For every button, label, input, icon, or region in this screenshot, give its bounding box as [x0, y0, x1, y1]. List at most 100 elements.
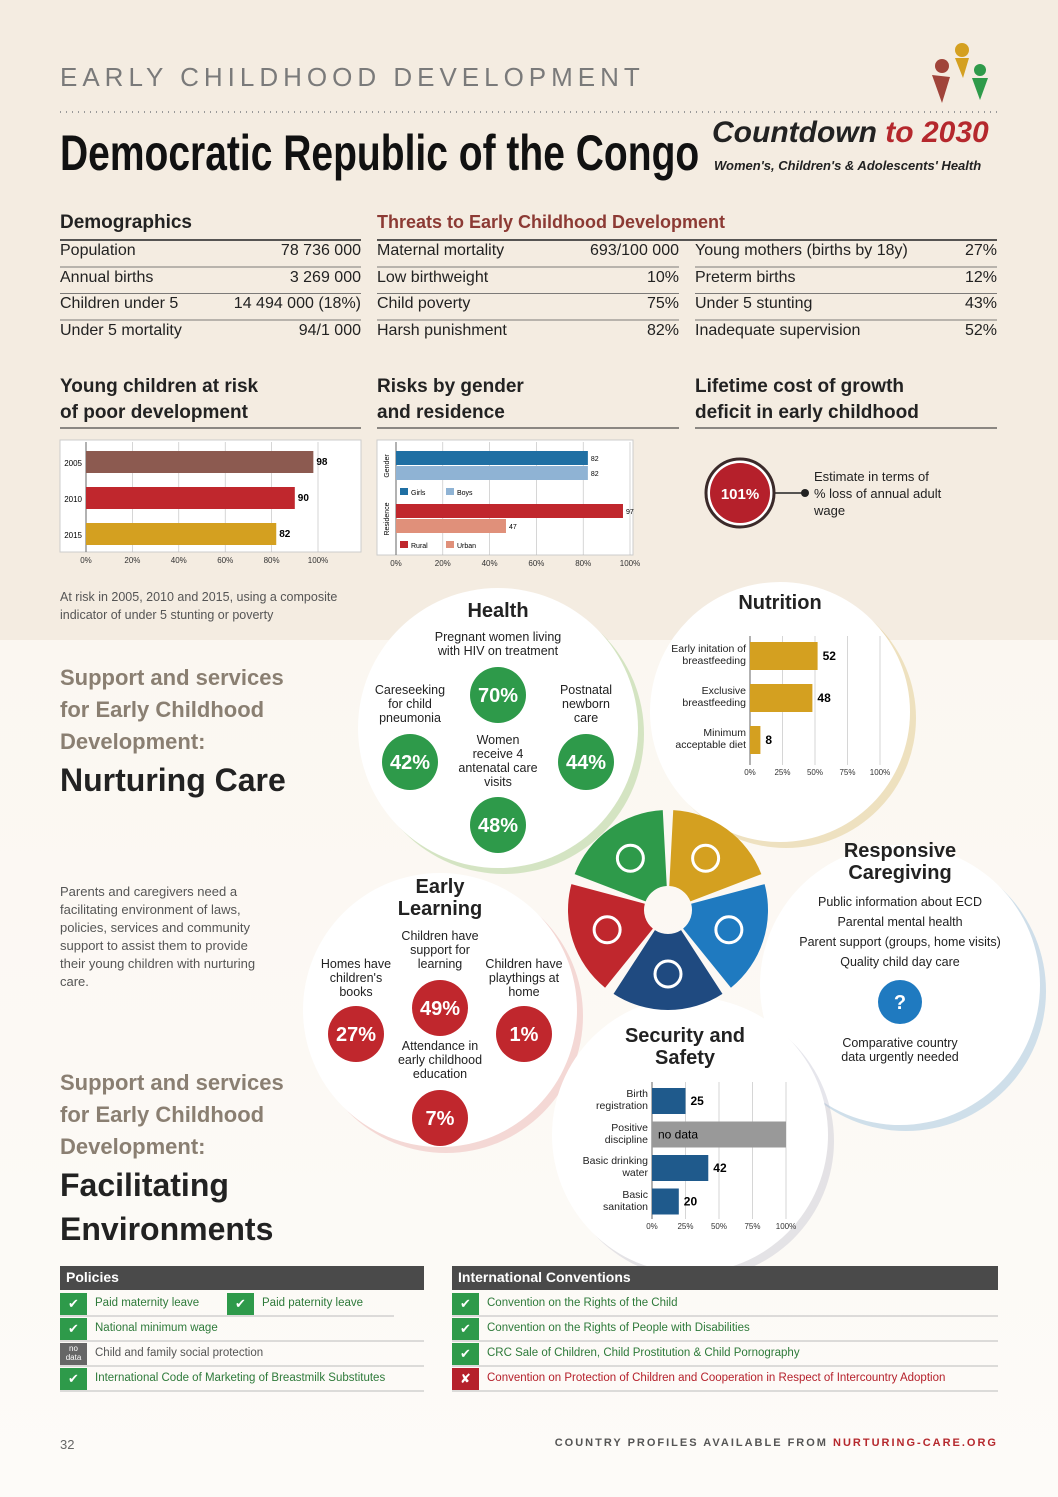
category-label: 2005 [64, 459, 82, 468]
pinwheel-segment [568, 884, 653, 988]
support-heading: Support and services for Early Childhood… [60, 1070, 284, 1159]
legend-label: Girls [411, 490, 426, 497]
badge [558, 734, 614, 790]
status: ✔ [68, 1371, 79, 1386]
bar [86, 451, 314, 473]
pinwheel-segment [574, 810, 667, 902]
brand-year: to 2030 [885, 116, 989, 149]
bar [396, 451, 588, 465]
item-label: Women receive 4 antenatal care visits [458, 733, 538, 789]
x-tick-label: 0% [646, 1222, 658, 1231]
no-data-bar [652, 1121, 786, 1148]
footer-text: COUNTRY PROFILES AVAILABLE FROM NURTURIN… [555, 1437, 998, 1449]
circle-title: Security and Safety [624, 1025, 746, 1069]
status-box [60, 1293, 87, 1315]
footer-label: COUNTRY PROFILES AVAILABLE FROM [554, 1437, 828, 1449]
x-tick-label: 100% [620, 559, 640, 568]
value-label: 52 [823, 649, 837, 663]
badge [496, 1006, 552, 1062]
table-title: Policies [66, 1269, 119, 1285]
table-header [452, 1266, 998, 1290]
pinwheel-icon [691, 843, 721, 873]
title-line: Lifetime cost of growth [695, 376, 904, 397]
item-label: Pregnant women living with HIV on treatm… [434, 630, 562, 658]
badge-label: 1% [510, 1024, 539, 1046]
country-title: Democratic Republic of the Congo [60, 125, 700, 181]
section-title: Threats to Early Childhood Development [377, 212, 726, 232]
x-tick-label: 25% [774, 768, 790, 777]
topic-circle [358, 588, 638, 868]
badge-label: 44% [566, 752, 606, 774]
item-label: Comparative country data urgently needed [841, 1036, 959, 1064]
bar [652, 1088, 686, 1114]
status-box [60, 1343, 87, 1365]
chart-note: At risk in 2005, 2010 and 2015, using a … [60, 590, 338, 622]
brand-subtitle: Women's, Children's & Adolescents' Healt… [714, 158, 982, 173]
bar [750, 642, 818, 670]
bar [396, 504, 623, 518]
row-value: 94/1 000 [298, 321, 361, 339]
status-box [60, 1318, 87, 1340]
value-label: 48 [817, 691, 831, 705]
item-label: Attendance in early childhood education [397, 1039, 483, 1081]
x-tick-label: 40% [482, 559, 498, 568]
bar [396, 466, 588, 480]
brand-name: Countdown [712, 116, 877, 149]
bar [652, 1188, 679, 1215]
badge-label: 42% [390, 752, 430, 774]
row-label: Inadequate supervision [695, 321, 861, 339]
item-label: Careseeking for child pneumonia [374, 683, 446, 725]
title-line: and residence [377, 402, 505, 423]
item-label: Public information about ECD [818, 895, 982, 909]
pinwheel-icon [714, 915, 744, 945]
policy-label: Paid maternity leave [95, 1297, 200, 1309]
bar [396, 519, 506, 533]
badge [470, 667, 526, 723]
row-label: Harsh punishment [377, 321, 507, 339]
status-box [452, 1343, 479, 1365]
policy-label: Convention on the Rights of the Child [487, 1297, 678, 1309]
badge [412, 1090, 468, 1146]
value-circle [710, 463, 770, 523]
status-box [452, 1318, 479, 1340]
badge [382, 734, 438, 790]
status-box [452, 1368, 479, 1390]
support-text: Parents and caregivers need a facilitati… [60, 884, 256, 989]
policy-label: Convention on the Rights of People with … [487, 1322, 750, 1334]
legend-label: Rural [411, 543, 428, 550]
item-label: Quality child day care [840, 955, 960, 969]
value-label: 97 [626, 509, 634, 516]
row-label: Young mothers (births by 18y) [695, 242, 908, 259]
value-label: 8 [765, 733, 772, 747]
logo [932, 43, 988, 103]
row-label: Child poverty [377, 295, 471, 312]
title-line: deficit in early childhood [695, 402, 919, 423]
row-label: Population [60, 242, 136, 259]
value-label: 82 [591, 471, 599, 478]
row-value: 12% [964, 268, 997, 286]
status: ✔ [235, 1296, 246, 1311]
x-tick-label: 50% [711, 1222, 727, 1231]
policy-label: Child and family social protection [95, 1347, 264, 1359]
legend-swatch [446, 541, 454, 548]
row-value: 3 269 000 [289, 268, 361, 286]
badge-label: 49% [420, 998, 460, 1020]
table-header [60, 1266, 424, 1290]
legend-label: Urban [457, 543, 476, 550]
status-box [452, 1293, 479, 1315]
symbol: ? [894, 992, 906, 1014]
row-value: 693/100 000 [590, 242, 679, 259]
x-tick-label: 0% [80, 556, 92, 565]
pinwheel-icon [653, 959, 683, 989]
value-label: 82 [591, 456, 599, 463]
badge [412, 980, 468, 1036]
status: ✔ [460, 1346, 471, 1361]
row-value: 78 736 000 [280, 242, 361, 259]
x-tick-label: 0% [744, 768, 756, 777]
category-label: Exclusive breastfeeding [682, 685, 746, 709]
x-tick-label: 40% [171, 556, 187, 565]
connector-dot [801, 489, 809, 497]
status: no data [65, 1344, 82, 1362]
